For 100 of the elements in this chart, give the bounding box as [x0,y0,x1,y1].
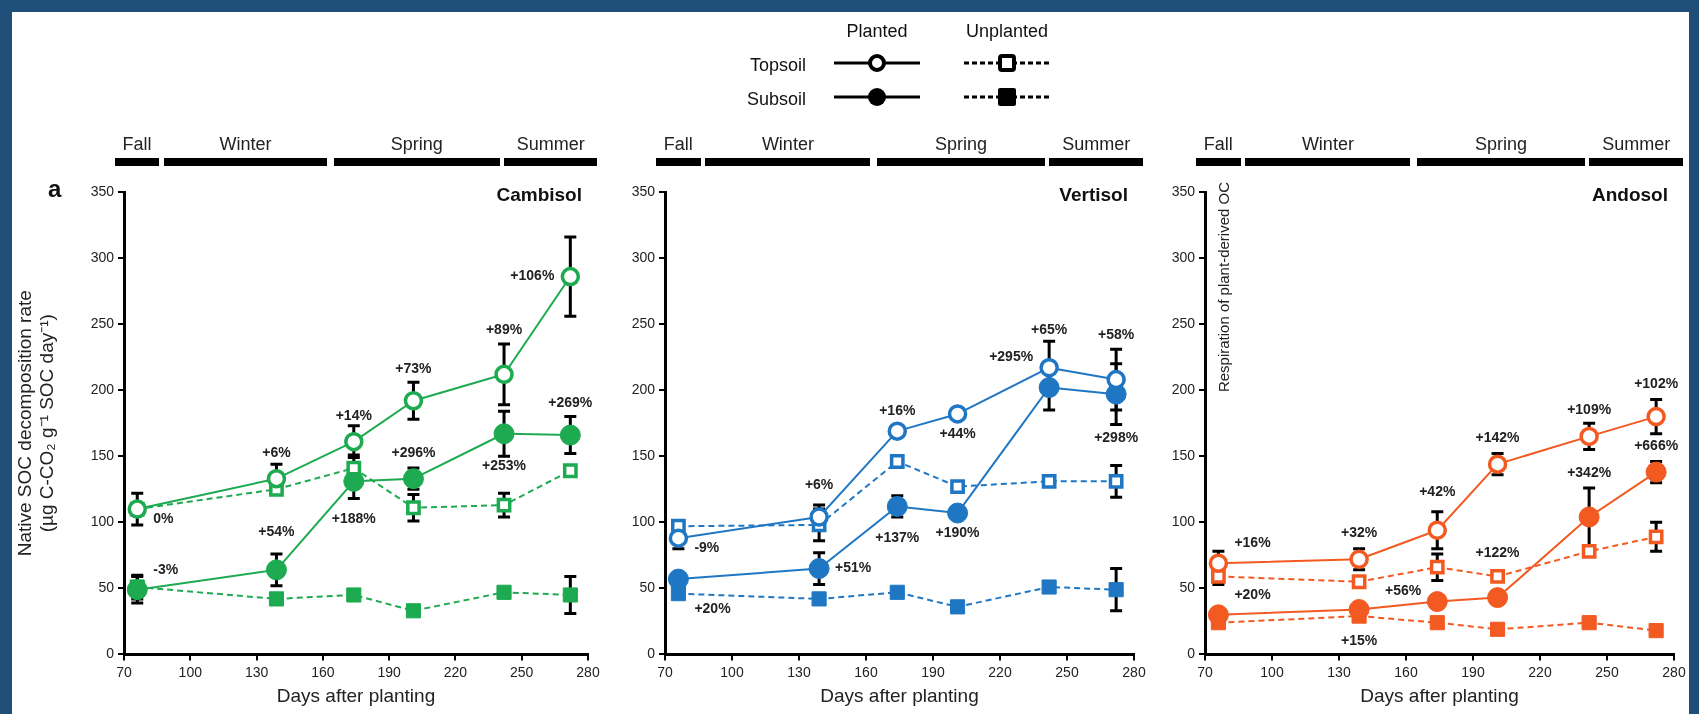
annotation: +15% [1341,632,1378,649]
text: Subsoil [745,88,807,110]
y-tick-label: 150 [90,447,115,464]
annotation: -9% [694,539,720,555]
annotation: +56% [1385,582,1422,599]
y-tick-label: 100 [631,513,656,530]
y-tick-label: 100 [90,513,115,530]
x-tick-label: 70 [657,663,673,680]
text: Winter [761,134,814,154]
y-tick-label: 50 [1179,579,1196,596]
y-axis-title: Native SOC decomposition rate (µg C-CO₂ g⁻¹ SOC day⁻¹) [13,290,58,557]
chart-subtitle: a [48,174,62,202]
text: Summer [1602,134,1671,154]
annotation: +188% [331,510,377,527]
text: Spring [1474,134,1527,154]
text: Unplanted [964,20,1050,42]
x-tick-label: 130 [787,663,811,680]
annotation: +6% [804,475,834,492]
y-tick-label: 50 [639,579,656,596]
text: Fall [122,134,152,154]
annotation: +666% [1634,436,1679,453]
text: Winter [219,134,272,154]
annotation: +342% [1567,463,1612,480]
annotation: +298% [1094,428,1139,445]
y-tick-label: 300 [631,248,656,265]
annotation: +102% [1634,375,1679,392]
y-tick-label: 250 [90,314,115,331]
x-axis-title: Days after planting [820,684,979,706]
annotation: -3% [153,560,179,577]
annotation: +73% [395,359,433,376]
x-tick-label: 280 [1122,663,1146,680]
x-tick-label: 70 [1197,663,1213,680]
x-tick-label: 190 [1461,663,1485,680]
y-tick-label: 0 [106,645,115,662]
y-tick-label: 200 [90,381,115,398]
x-tick-label: 220 [1528,663,1552,680]
y-tick-label: 200 [631,381,656,398]
text: Planted [845,20,909,42]
x-tick-label: 130 [244,663,269,680]
annotation: +16% [1234,534,1272,551]
text: Spring [934,134,987,154]
annotation: +51% [835,559,872,576]
text: Spring [390,134,443,154]
x-tick-label: 100 [178,663,203,680]
text: Summer [516,134,585,154]
x-tick-label: 100 [1260,663,1284,680]
text: Fall [1203,134,1233,154]
annotation: +58% [1098,326,1135,343]
annotation: +109% [1567,401,1612,418]
x-tick-label: 280 [1662,663,1686,680]
x-tick-label: 250 [1055,663,1079,680]
annotation: +65% [1031,320,1068,337]
text: Winter [1301,134,1354,154]
annotation: +42% [1419,483,1456,500]
annotation: +14% [335,406,373,423]
x-tick-label: 160 [1394,663,1418,680]
annotation: +295% [989,348,1034,365]
chart-title: Vertisol [1059,183,1128,205]
annotation: +20% [694,599,732,616]
annotation: +106% [510,267,555,284]
y-tick-label: 100 [1171,513,1196,530]
x-tick-label: 190 [377,663,402,680]
annotation: +269% [548,393,593,410]
x-axis-title: Days after planting [276,684,436,706]
y-tick-label: 150 [1171,447,1196,464]
x-tick-label: 160 [311,663,335,680]
text: Summer [1062,134,1131,154]
annotation: +253% [482,456,527,473]
y-tick-label: 300 [90,248,115,265]
y-tick-label: 0 [1187,645,1196,662]
annotation: +122% [1475,544,1521,561]
y-tick-label: 350 [1171,182,1196,199]
annotation: Respiration of plant-derived OC [1215,181,1233,393]
y-tick-label: 300 [1171,248,1196,265]
annotation: 0% [153,509,175,526]
x-tick-label: 220 [988,663,1012,680]
annotation: +190% [935,523,981,540]
y-tick-label: 0 [647,645,656,662]
x-tick-label: 280 [576,663,600,680]
x-tick-label: 160 [854,663,878,680]
annotation: +6% [262,443,292,460]
x-tick-label: 130 [1327,663,1351,680]
annotation: +54% [258,522,296,539]
x-tick-label: 250 [510,663,534,680]
y-tick-label: 350 [631,182,656,199]
chart-title: Andosol [1592,183,1668,205]
annotation: +32% [1341,524,1378,541]
x-tick-label: 250 [1595,663,1619,680]
text: Topsoil [748,54,807,76]
annotation: +142% [1475,429,1521,446]
annotation: +89% [485,321,523,338]
chart-title: Cambisol [496,183,582,205]
x-tick-label: 100 [720,663,744,680]
y-tick-label: 350 [90,182,115,199]
y-tick-label: 150 [631,447,656,464]
y-tick-label: 200 [1171,381,1196,398]
text: Fall [663,134,693,154]
x-tick-label: 190 [921,663,945,680]
x-tick-label: 220 [443,663,468,680]
y-tick-label: 250 [631,314,656,331]
